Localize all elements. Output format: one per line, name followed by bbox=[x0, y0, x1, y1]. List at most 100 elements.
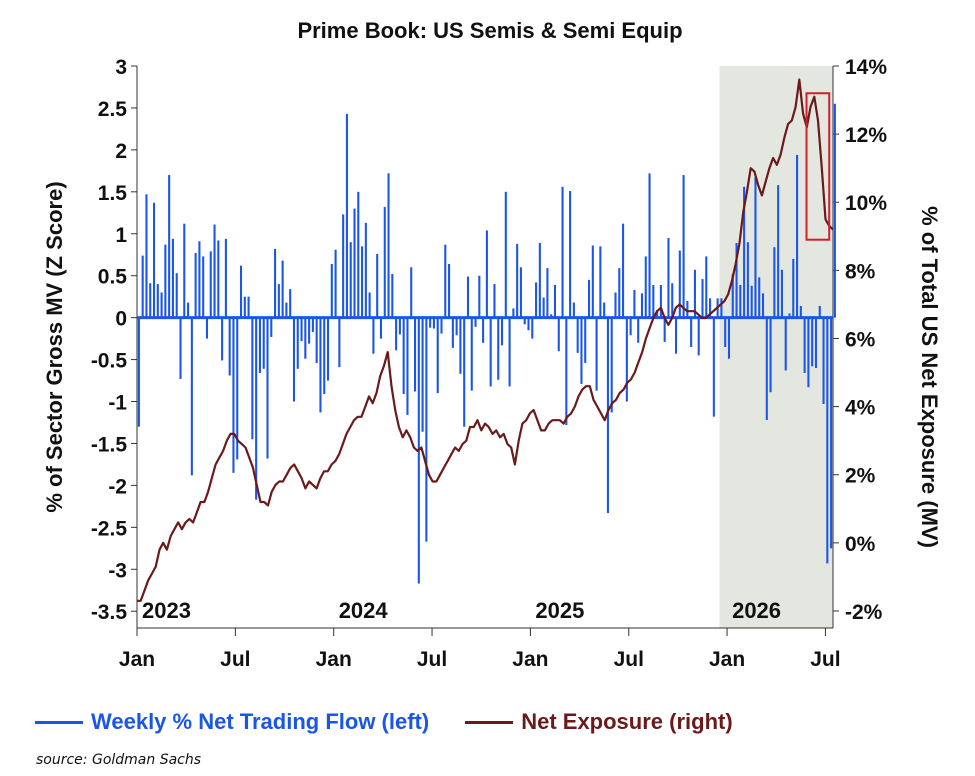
flow-bar bbox=[247, 296, 250, 318]
source-note: source: Goldman Sachs bbox=[36, 752, 202, 768]
flow-bar bbox=[338, 317, 341, 368]
y-left-tick-label: 3 bbox=[115, 56, 127, 79]
flow-bar bbox=[451, 317, 454, 348]
x-tick-label: Jul bbox=[810, 648, 840, 671]
flow-bar bbox=[830, 317, 833, 549]
flow-bar bbox=[792, 258, 795, 318]
flow-bar bbox=[202, 256, 205, 318]
flow-bar bbox=[274, 248, 277, 318]
flow-bar bbox=[432, 317, 435, 329]
flow-bar bbox=[720, 298, 723, 318]
flow-bar bbox=[504, 191, 507, 318]
flow-bar bbox=[580, 317, 583, 384]
flow-bar bbox=[693, 269, 696, 318]
y-left-tick-label: 0.5 bbox=[98, 266, 128, 289]
flow-bar bbox=[674, 317, 678, 354]
flow-bar bbox=[285, 302, 288, 318]
flow-bar bbox=[648, 173, 651, 318]
y-left-tick-label: -2 bbox=[108, 475, 127, 498]
flow-bar bbox=[618, 268, 621, 318]
flow-bar bbox=[429, 317, 432, 328]
flow-bar bbox=[194, 253, 197, 318]
y-left-tick-label: 2.5 bbox=[98, 98, 128, 121]
chart-canvas: 3 2.5 2 1.5 1 0.5 0 -0.5 -1 -1.5 -2 -2.5 -3 -3.5 14% 12… bbox=[42, 56, 942, 671]
y-left-tick-label: -3 bbox=[108, 559, 127, 582]
flow-bar bbox=[758, 277, 761, 318]
y-left-tick-label: 0 bbox=[115, 308, 127, 331]
y-left-tick-label: -1 bbox=[108, 392, 127, 415]
flow-bar bbox=[179, 317, 182, 379]
flow-bar bbox=[470, 317, 473, 391]
flow-bar bbox=[622, 223, 625, 318]
y-left-tick-label: 1.5 bbox=[98, 182, 128, 205]
flow-bar bbox=[603, 302, 606, 318]
flow-bar bbox=[697, 317, 700, 356]
x-tick-label: Jul bbox=[417, 648, 447, 671]
flow-bar bbox=[395, 317, 398, 351]
flow-bar bbox=[591, 245, 594, 318]
year-label: 2024 bbox=[339, 598, 389, 623]
flow-bar bbox=[436, 317, 439, 394]
flow-bar bbox=[614, 292, 617, 318]
flow-bar bbox=[633, 289, 636, 318]
flow-bar bbox=[402, 317, 405, 394]
flow-bar bbox=[690, 317, 693, 347]
y-right-tick-label: 10% bbox=[845, 192, 887, 215]
flow-bar bbox=[334, 249, 337, 318]
flow-bar bbox=[731, 274, 734, 318]
flow-bar bbox=[304, 317, 307, 359]
flow-bar bbox=[811, 317, 814, 367]
flow-bar bbox=[361, 246, 364, 318]
flow-bar bbox=[799, 305, 802, 318]
y-right-tick-label: -2% bbox=[845, 601, 883, 624]
flow-bar bbox=[735, 242, 738, 318]
flow-bar bbox=[599, 246, 602, 318]
flow-bar bbox=[349, 242, 352, 318]
legend-item-bars: Weekly % Net Trading Flow (left) bbox=[35, 709, 429, 735]
flow-bar bbox=[330, 263, 333, 318]
flow-bar bbox=[387, 173, 390, 318]
flow-bar bbox=[353, 208, 356, 318]
flow-bar bbox=[345, 113, 348, 318]
flow-bar bbox=[152, 202, 156, 318]
flow-bar bbox=[546, 268, 549, 318]
flow-bar bbox=[629, 317, 632, 336]
y-left-tick-label: -2.5 bbox=[91, 517, 128, 540]
flow-bar bbox=[251, 317, 254, 440]
y-right-tick-label: 14% bbox=[845, 56, 887, 79]
flow-bar bbox=[485, 230, 488, 318]
legend-swatch-line bbox=[465, 720, 514, 724]
flow-bar bbox=[671, 283, 674, 318]
flow-bar bbox=[187, 302, 190, 318]
flow-bar bbox=[262, 317, 265, 369]
flow-bar bbox=[523, 317, 526, 325]
flow-bar bbox=[572, 302, 575, 318]
flow-bar bbox=[156, 284, 159, 318]
year-label: 2023 bbox=[142, 598, 191, 623]
flow-bar bbox=[466, 276, 470, 318]
flow-bar bbox=[160, 292, 163, 318]
flow-bar bbox=[663, 317, 666, 342]
flow-bar bbox=[727, 317, 731, 359]
flow-bar bbox=[497, 317, 500, 380]
flow-bar bbox=[807, 317, 810, 388]
flow-bar bbox=[625, 317, 628, 402]
flow-bar bbox=[323, 317, 326, 394]
chart-title: Prime Book: US Semis & Semi Equip bbox=[297, 18, 683, 43]
flow-bar bbox=[281, 260, 284, 318]
x-tick-label: Jan bbox=[316, 648, 352, 671]
flow-bar bbox=[712, 317, 715, 417]
flow-bar bbox=[803, 317, 806, 374]
flow-bar bbox=[137, 317, 140, 427]
flow-bar bbox=[818, 305, 821, 318]
flow-bar bbox=[637, 317, 640, 343]
flow-bar bbox=[814, 317, 818, 368]
flow-bar bbox=[364, 222, 367, 318]
flow-bar bbox=[391, 274, 394, 318]
flow-bar bbox=[342, 214, 345, 318]
flow-bar bbox=[516, 243, 519, 318]
flow-bar bbox=[209, 251, 212, 318]
flow-bar bbox=[383, 206, 386, 318]
flow-bar bbox=[780, 269, 783, 318]
flow-bar bbox=[796, 154, 799, 318]
